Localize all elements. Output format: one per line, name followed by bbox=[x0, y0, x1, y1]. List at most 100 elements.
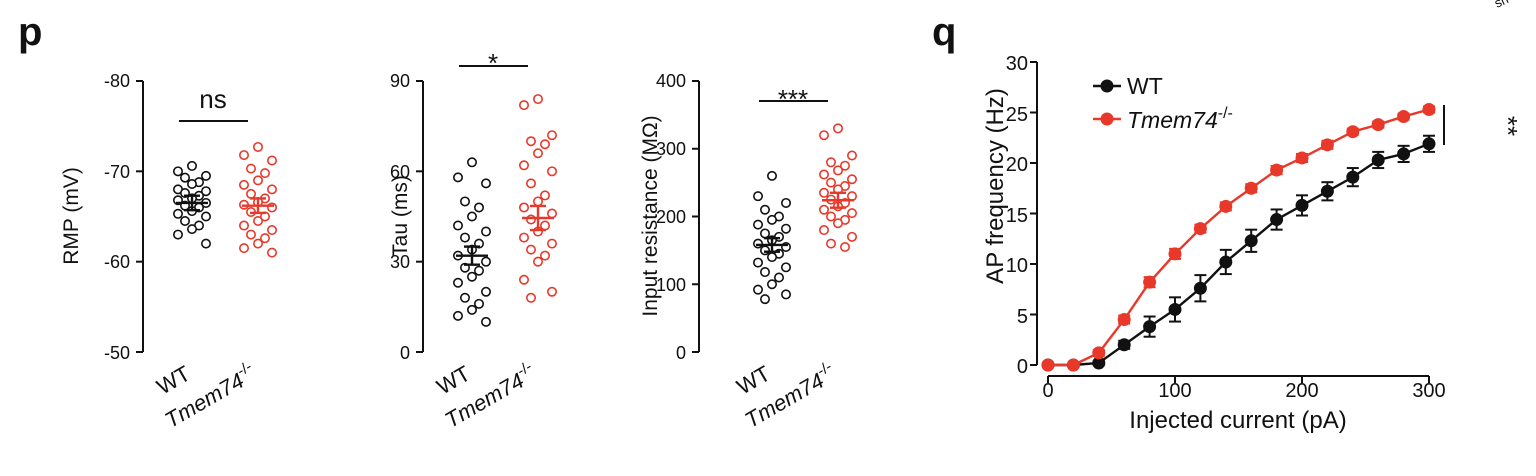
ir-point bbox=[759, 245, 770, 256]
rmp-ytick-label: -60 bbox=[104, 252, 130, 272]
ir-point bbox=[759, 294, 770, 305]
ir-point bbox=[846, 174, 857, 185]
ir-point bbox=[846, 150, 857, 161]
ap-point bbox=[1270, 213, 1284, 227]
tau-point bbox=[480, 316, 491, 327]
tau-point bbox=[480, 286, 491, 297]
tau-point bbox=[466, 271, 477, 282]
ir-point bbox=[752, 219, 763, 230]
ir-point bbox=[825, 177, 836, 188]
corner-fragment: sh bbox=[1492, 0, 1511, 11]
ir-point bbox=[846, 208, 857, 219]
tau-point bbox=[525, 178, 536, 189]
rmp-point bbox=[239, 179, 250, 190]
rmp-point bbox=[253, 216, 264, 227]
tau-xcat-wt-label: WT bbox=[432, 361, 474, 400]
ir-point bbox=[832, 123, 843, 134]
ir-point bbox=[766, 252, 777, 263]
ap-point bbox=[1371, 118, 1385, 132]
rmp-point bbox=[173, 229, 184, 240]
tau-point bbox=[532, 256, 543, 267]
chart-rmp: RMP (mV) -80 -70 -60 -50 ns WT Tmem74-/- bbox=[60, 71, 277, 433]
ir-point bbox=[780, 262, 791, 273]
rmp-point bbox=[253, 175, 264, 186]
ap-ytick-label: 10 bbox=[1006, 255, 1028, 277]
ap-point bbox=[1270, 163, 1284, 177]
ap-xtick-label: 0 bbox=[1042, 380, 1053, 402]
tau-point bbox=[480, 226, 491, 237]
tau-significance: * bbox=[488, 48, 498, 78]
legend-ko-marker bbox=[1100, 112, 1114, 126]
ap-ytick-label: 30 bbox=[1006, 53, 1028, 75]
ap-point bbox=[1143, 320, 1157, 334]
tau-point bbox=[459, 232, 470, 243]
tau-point bbox=[473, 202, 484, 213]
tau-point bbox=[452, 277, 463, 288]
ir-ylabel: Input resistance (MΩ) bbox=[639, 115, 662, 316]
rmp-ytick-label: -70 bbox=[104, 162, 130, 182]
tau-point bbox=[518, 274, 529, 285]
tau-point bbox=[546, 208, 557, 219]
ir-point bbox=[752, 191, 763, 202]
ap-point bbox=[1193, 281, 1207, 295]
rmp-point bbox=[246, 188, 257, 199]
ir-point bbox=[818, 130, 829, 141]
tau-point bbox=[518, 232, 529, 243]
tau-point bbox=[525, 214, 536, 225]
ap-xtick-label: 100 bbox=[1158, 380, 1191, 402]
ir-point bbox=[839, 160, 850, 171]
rmp-point bbox=[239, 150, 250, 161]
rmp-point bbox=[266, 184, 277, 195]
rmp-ytick-label: -50 bbox=[104, 343, 130, 363]
ap-point bbox=[1041, 358, 1055, 372]
tau-point bbox=[452, 310, 463, 321]
ir-xcat-wt-label: WT bbox=[732, 361, 774, 400]
panel-label-q: q bbox=[932, 10, 956, 54]
rmp-point bbox=[246, 163, 257, 174]
tau-point bbox=[466, 304, 477, 315]
ap-point bbox=[1295, 151, 1309, 165]
rmp-point bbox=[266, 247, 277, 258]
rmp-significance: ns bbox=[199, 84, 226, 114]
rmp-point bbox=[266, 155, 277, 166]
ir-point bbox=[839, 241, 850, 252]
tau-point bbox=[518, 100, 529, 111]
rmp-ytick-label: -80 bbox=[104, 71, 130, 91]
ir-point bbox=[818, 187, 829, 198]
rmp-point bbox=[187, 160, 198, 171]
rmp-point bbox=[239, 220, 250, 231]
ap-point bbox=[1244, 234, 1258, 248]
tau-ytick-label: 90 bbox=[390, 71, 410, 91]
ir-point bbox=[818, 225, 829, 236]
ir-point bbox=[825, 211, 836, 222]
rmp-point bbox=[201, 186, 212, 197]
ap-ylabel: AP frequency (Hz) bbox=[982, 88, 1009, 284]
ap-point bbox=[1397, 147, 1411, 161]
tau-point bbox=[532, 196, 543, 207]
ir-point bbox=[752, 238, 763, 249]
ir-point bbox=[759, 228, 770, 239]
tau-point bbox=[466, 157, 477, 168]
ap-point bbox=[1346, 170, 1360, 184]
ir-point bbox=[773, 272, 784, 283]
ir-ytick-label: 100 bbox=[656, 275, 686, 295]
ir-xcat-wt: WT bbox=[732, 361, 774, 400]
legend-ko-label: Tmem74 bbox=[1127, 107, 1218, 133]
tau-point bbox=[518, 202, 529, 213]
ap-point bbox=[1346, 125, 1360, 139]
rmp-point bbox=[173, 208, 184, 219]
ap-point bbox=[1295, 198, 1309, 212]
ir-ytick-label: 0 bbox=[676, 343, 686, 363]
tau-point bbox=[518, 160, 529, 171]
ap-series-line bbox=[1048, 108, 1430, 367]
ir-significance: *** bbox=[778, 84, 808, 114]
ir-point bbox=[766, 279, 777, 290]
ir-point bbox=[825, 238, 836, 249]
ap-ytick-label: 25 bbox=[1006, 104, 1028, 126]
tau-point bbox=[473, 298, 484, 309]
rmp-point bbox=[201, 211, 212, 222]
tau-point bbox=[525, 244, 536, 255]
rmp-point bbox=[201, 238, 212, 249]
ap-point bbox=[1219, 199, 1233, 213]
